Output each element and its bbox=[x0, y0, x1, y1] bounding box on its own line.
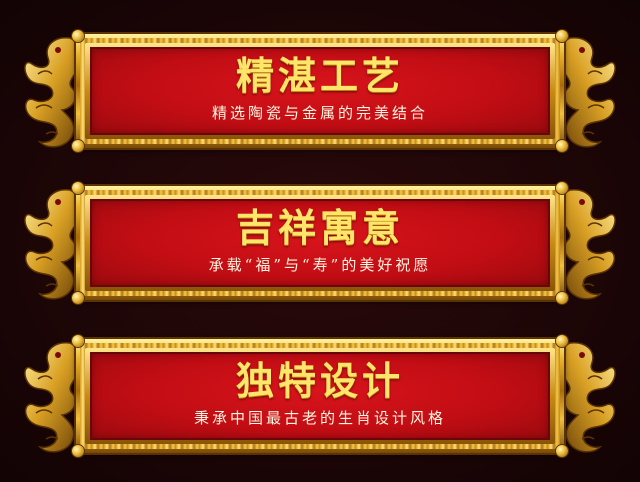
frame-stud-icon bbox=[556, 140, 568, 152]
plaque-subtitle: 精选陶瓷与金属的完美结合 bbox=[211, 104, 428, 122]
feature-plaque-craftsmanship: 精湛工艺 精选陶瓷与金属的完美结合 bbox=[18, 28, 622, 154]
frame-stud-icon bbox=[556, 335, 568, 347]
frame-stud-icon bbox=[72, 30, 84, 42]
frame-stud-icon bbox=[72, 292, 84, 304]
red-panel: 独特设计 秉承中国最古老的生肖设计风格 bbox=[90, 352, 550, 440]
feature-plaque-design: 独特设计 秉承中国最古老的生肖设计风格 bbox=[18, 333, 622, 459]
red-panel: 精湛工艺 精选陶瓷与金属的完美结合 bbox=[90, 47, 550, 135]
frame-stud-icon bbox=[72, 445, 84, 457]
feature-plaque-auspicious: 吉祥寓意 承载“福”与“寿”的美好祝愿 bbox=[18, 180, 622, 306]
plaque-title: 吉祥寓意 bbox=[235, 205, 404, 250]
frame-stud-icon bbox=[72, 335, 84, 347]
frame-stud-icon bbox=[72, 140, 84, 152]
plaque-title: 独特设计 bbox=[235, 358, 404, 403]
plaque-subtitle: 承载“福”与“寿”的美好祝愿 bbox=[208, 256, 432, 274]
frame-stud-icon bbox=[556, 292, 568, 304]
frame-stud-icon bbox=[556, 30, 568, 42]
frame-stud-icon bbox=[72, 182, 84, 194]
red-panel: 吉祥寓意 承载“福”与“寿”的美好祝愿 bbox=[90, 199, 550, 287]
frame-stud-icon bbox=[556, 182, 568, 194]
golden-dragon-icon bbox=[24, 37, 89, 148]
plaque-title: 精湛工艺 bbox=[235, 53, 404, 98]
frame-stud-icon bbox=[556, 445, 568, 457]
golden-dragon-icon bbox=[24, 342, 89, 453]
plaque-subtitle: 秉承中国最古老的生肖设计风格 bbox=[193, 409, 446, 427]
